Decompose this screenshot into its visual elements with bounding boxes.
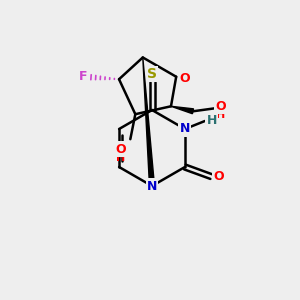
Text: O: O	[216, 100, 226, 113]
Text: H: H	[207, 115, 217, 128]
Text: N: N	[147, 179, 157, 193]
Text: H: H	[216, 110, 226, 120]
Polygon shape	[171, 106, 194, 114]
Polygon shape	[143, 58, 154, 186]
Text: O: O	[179, 72, 190, 85]
Text: O: O	[115, 143, 126, 156]
Text: N: N	[180, 122, 190, 136]
Text: S: S	[147, 67, 157, 81]
Text: O: O	[213, 170, 224, 183]
Text: F: F	[79, 70, 87, 83]
Text: H: H	[116, 153, 125, 163]
